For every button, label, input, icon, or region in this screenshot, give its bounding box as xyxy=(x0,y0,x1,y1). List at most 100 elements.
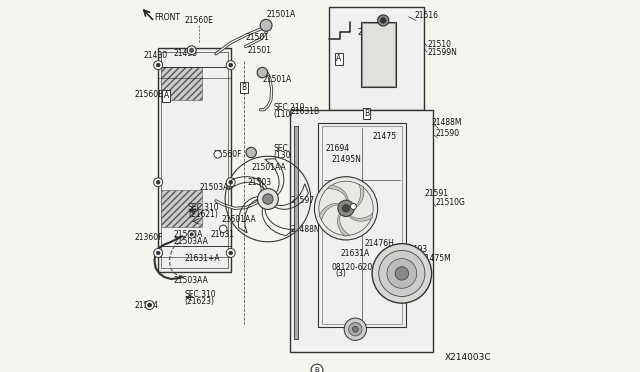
Text: (21621): (21621) xyxy=(188,210,218,219)
Circle shape xyxy=(379,250,425,296)
Text: 21503AA: 21503AA xyxy=(173,237,208,246)
Text: (3): (3) xyxy=(335,269,346,278)
Text: 21503A: 21503A xyxy=(199,183,228,192)
Text: 21501: 21501 xyxy=(248,46,271,55)
Circle shape xyxy=(156,63,160,67)
Text: X214003C: X214003C xyxy=(445,353,491,362)
Circle shape xyxy=(353,326,358,332)
Text: 21501AA: 21501AA xyxy=(221,215,256,224)
Text: 21597: 21597 xyxy=(291,196,315,205)
Text: SEC.310: SEC.310 xyxy=(184,291,216,299)
Circle shape xyxy=(229,180,232,184)
Circle shape xyxy=(145,301,154,310)
Circle shape xyxy=(154,248,163,257)
Text: SEC.210: SEC.210 xyxy=(273,103,305,112)
Circle shape xyxy=(381,18,386,23)
Text: B: B xyxy=(364,109,369,118)
Circle shape xyxy=(260,19,272,31)
Bar xyxy=(361,22,396,87)
Text: FRONT: FRONT xyxy=(154,13,180,22)
Text: 21515: 21515 xyxy=(357,28,381,37)
Text: 21560F: 21560F xyxy=(214,150,243,159)
Text: 21631+A: 21631+A xyxy=(184,254,220,263)
Circle shape xyxy=(148,303,152,307)
Text: 21501A: 21501A xyxy=(266,10,295,19)
Bar xyxy=(294,126,298,339)
Text: SEC.310: SEC.310 xyxy=(188,203,220,212)
Circle shape xyxy=(342,205,349,212)
Text: 21488N: 21488N xyxy=(291,225,321,234)
Circle shape xyxy=(227,178,235,187)
Text: 21503A: 21503A xyxy=(173,230,202,239)
Text: 21501: 21501 xyxy=(246,33,269,42)
Text: 21475: 21475 xyxy=(372,132,396,141)
Circle shape xyxy=(349,323,362,336)
Text: 21495N: 21495N xyxy=(331,155,361,164)
Bar xyxy=(161,52,228,268)
Text: 21503AA: 21503AA xyxy=(173,276,208,285)
Text: (11060): (11060) xyxy=(273,110,303,119)
Circle shape xyxy=(227,248,235,257)
Polygon shape xyxy=(353,185,364,208)
Text: 21493: 21493 xyxy=(404,245,428,254)
Circle shape xyxy=(214,151,221,158)
Circle shape xyxy=(314,177,378,240)
Text: 21488M: 21488M xyxy=(431,118,462,127)
Text: 21503: 21503 xyxy=(248,178,271,187)
Text: 21510G: 21510G xyxy=(435,198,465,207)
Text: 21476H: 21476H xyxy=(365,239,394,248)
Text: 21360F: 21360F xyxy=(135,233,163,242)
Bar xyxy=(161,190,202,227)
Circle shape xyxy=(257,67,268,78)
Bar xyxy=(330,7,424,110)
Text: SEC.210: SEC.210 xyxy=(273,144,305,153)
Circle shape xyxy=(257,189,278,209)
Circle shape xyxy=(344,318,367,340)
Text: B: B xyxy=(241,83,246,92)
Circle shape xyxy=(227,61,235,70)
Text: (13049N): (13049N) xyxy=(273,151,310,160)
Circle shape xyxy=(229,251,232,255)
Polygon shape xyxy=(327,185,348,201)
Circle shape xyxy=(372,244,431,303)
Text: 08120-6202F: 08120-6202F xyxy=(331,263,381,272)
Text: 21514: 21514 xyxy=(135,301,159,310)
Polygon shape xyxy=(319,203,340,220)
Circle shape xyxy=(156,251,160,255)
Bar xyxy=(322,126,402,324)
Circle shape xyxy=(154,61,163,70)
Circle shape xyxy=(395,267,408,280)
Text: B: B xyxy=(315,367,319,372)
Text: 21430: 21430 xyxy=(143,51,168,60)
Polygon shape xyxy=(348,213,372,221)
Text: 21590: 21590 xyxy=(435,129,460,138)
Text: 21591: 21591 xyxy=(424,189,448,198)
Text: 21631A: 21631A xyxy=(340,249,370,258)
Text: 21560E: 21560E xyxy=(135,90,164,99)
Text: 21516: 21516 xyxy=(415,11,439,20)
Text: 21694: 21694 xyxy=(326,144,349,153)
Circle shape xyxy=(188,231,195,238)
Circle shape xyxy=(311,364,323,372)
Polygon shape xyxy=(337,213,350,236)
Circle shape xyxy=(154,178,163,187)
Bar xyxy=(318,123,406,327)
Circle shape xyxy=(220,225,227,232)
Circle shape xyxy=(229,63,232,67)
Circle shape xyxy=(189,48,194,52)
Circle shape xyxy=(338,200,354,217)
Bar xyxy=(158,48,231,272)
Text: 21435: 21435 xyxy=(173,49,197,58)
Text: 21501AA: 21501AA xyxy=(251,163,286,172)
Bar xyxy=(161,67,202,100)
Circle shape xyxy=(246,147,257,158)
Text: 21631B: 21631B xyxy=(291,107,320,116)
Bar xyxy=(291,110,433,352)
Circle shape xyxy=(190,233,193,236)
Text: A: A xyxy=(164,92,169,100)
Text: A: A xyxy=(336,54,341,63)
Text: (21623): (21623) xyxy=(184,297,214,306)
Text: 21501A: 21501A xyxy=(262,76,292,84)
Text: 21475M: 21475M xyxy=(420,254,451,263)
Bar xyxy=(362,23,395,86)
